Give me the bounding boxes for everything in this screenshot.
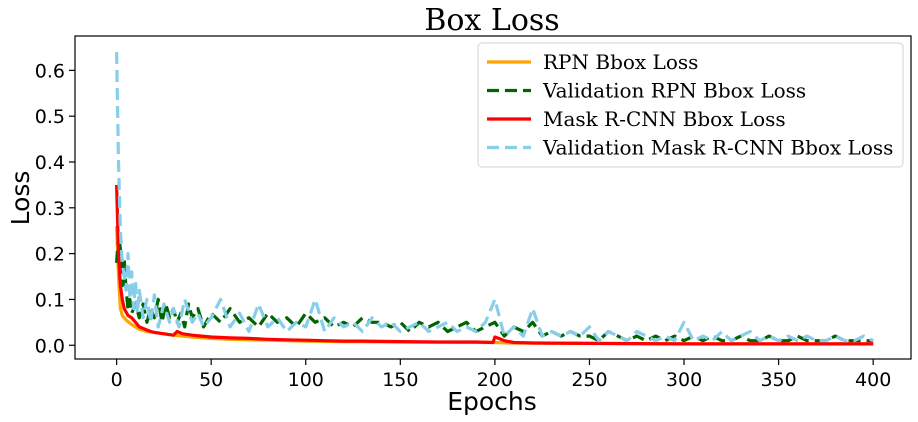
x-tick-label: 350 [760,369,796,391]
y-tick-label: 0.1 [35,289,65,311]
legend: RPN Bbox Loss Validation RPN Bbox Loss Mas… [477,42,904,168]
x-tick-label: 200 [477,369,513,391]
legend-label-1: RPN Bbox Loss [543,50,698,74]
y-tick-label: 0.3 [35,198,65,220]
legend-label-2: Validation RPN Bbox Loss [542,79,806,103]
chart-title: Box Loss [424,3,559,38]
x-tick-label: 100 [288,369,324,391]
y-axis-label: Loss [6,171,35,226]
y-tick-label: 0.0 [35,335,65,357]
x-tick-label: 250 [571,369,607,391]
axes-frame [74,35,912,360]
y-axis: 0.0 0.1 0.2 0.3 0.4 0.5 0.6 [35,60,75,357]
y-tick-label: 0.4 [35,152,65,174]
x-axis: 0 50 100 150 200 250 300 350 400 [111,359,891,391]
legend-label-4: Validation Mask R-CNN Bbox Loss [542,136,893,160]
series-line-2 [115,233,874,343]
y-tick-label: 0.2 [35,244,65,266]
x-tick-label: 0 [111,369,123,391]
legend-box [477,42,904,168]
x-tick-label: 150 [382,369,418,391]
x-tick-label: 400 [855,369,891,391]
legend-label-3: Mask R-CNN Bbox Loss [543,107,786,131]
series-line-3 [115,184,874,346]
x-axis-label: Epochs [447,387,537,416]
plot-area [115,51,874,346]
series-line-4 [115,51,874,343]
x-tick-label: 300 [666,369,702,391]
y-tick-label: 0.6 [35,60,65,82]
x-tick-label: 50 [199,369,223,391]
y-tick-label: 0.5 [35,106,65,128]
